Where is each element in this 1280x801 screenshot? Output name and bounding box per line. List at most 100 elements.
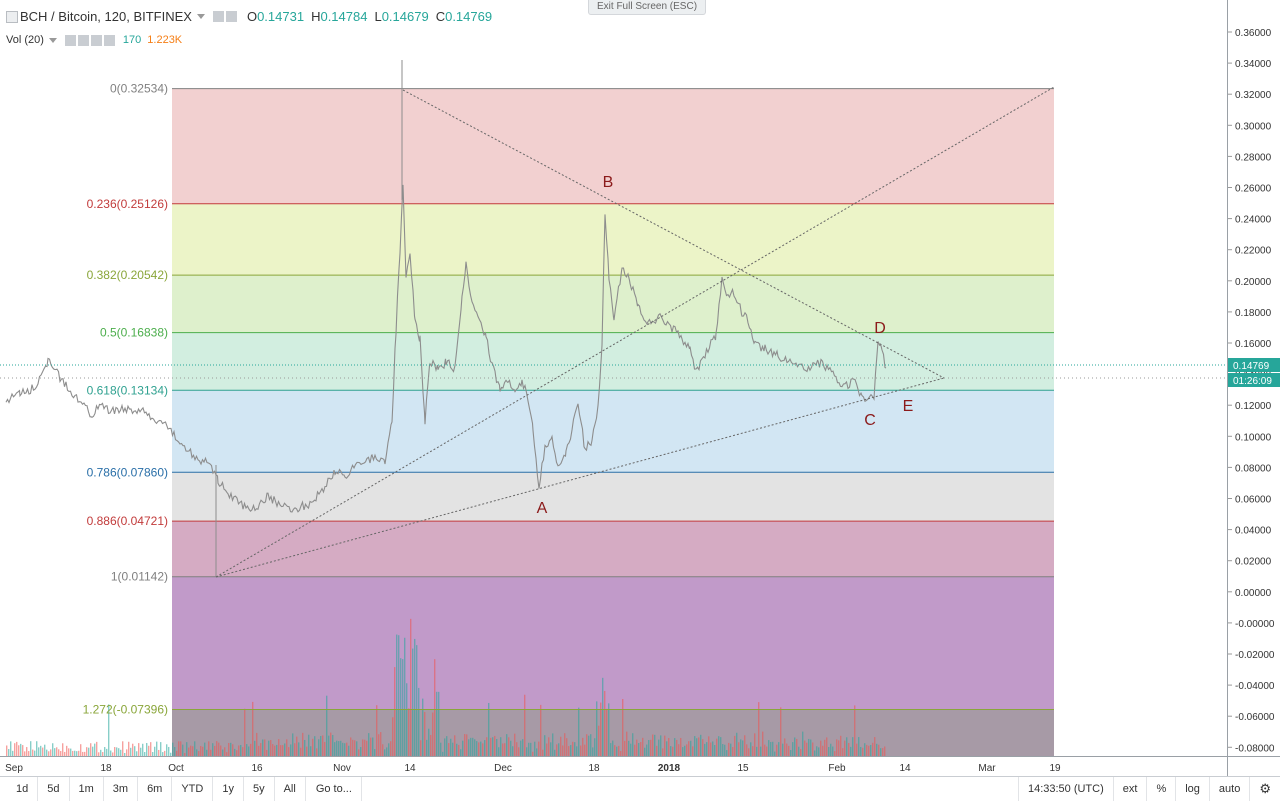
price-tick-label: 0.18000 [1235,308,1272,319]
wave-label-a[interactable]: A [537,500,548,517]
price-tick-label: 0.06000 [1235,495,1272,506]
price-tick-label: -0.08000 [1235,743,1275,754]
price-tick-label: 0.28000 [1235,152,1272,163]
price-tick-label: 0.24000 [1235,215,1272,226]
log-toggle[interactable]: log [1175,777,1209,801]
chevron-down-icon[interactable] [48,37,57,43]
time-tick-label: 14 [899,763,911,774]
time-tick-label: 2018 [658,763,681,774]
trend-line-lower[interactable] [215,377,945,578]
time-tick-label: 18 [588,763,600,774]
price-tick-label: 0.22000 [1235,246,1272,257]
symbol-legend: BCH / Bitcoin, 120, BITFINEX O0.14731 H0… [6,9,499,24]
price-tick-label: 0.30000 [1235,121,1272,132]
ohlc-close: C0.14769 [435,9,493,24]
price-tick-label: 0.20000 [1235,277,1272,288]
range-1m-button[interactable]: 1m [70,777,104,801]
wave-label-c[interactable]: C [864,412,876,429]
time-tick-label: Mar [978,763,996,774]
auto-toggle[interactable]: auto [1208,777,1249,801]
time-tick-label: Nov [333,763,351,774]
range-1d-button[interactable]: 1d [0,777,39,801]
chevron-down-icon[interactable] [196,14,205,19]
price-tick-label: 0.04000 [1235,526,1272,537]
add-icon[interactable] [90,34,102,46]
price-tick-label: 0.10000 [1235,432,1272,443]
symbol-title[interactable]: BCH / Bitcoin, 120, BITFINEX [20,9,192,24]
ohlc-open: O0.14731 [246,9,305,24]
toggle-square-icon[interactable] [6,10,18,23]
volume-ma-value: 1.223K [147,34,183,46]
fib-label-0.618: 0.618(0.13134) [87,383,168,397]
price-tick-label: 0.00000 [1235,588,1272,599]
ohlc-high: H0.14784 [311,9,368,24]
price-tick-label: 0.36000 [1235,28,1272,39]
time-tick-label: 19 [1049,763,1061,774]
fib-label-0.5: 0.5(0.16838) [100,326,168,340]
fib-zone-0.5 [172,332,1054,391]
fib-label-0: 0(0.32534) [110,82,168,96]
fib-zone-0.618 [172,390,1054,473]
fib-zone-0.786 [172,472,1054,522]
goto-date-button[interactable]: Go to... [306,777,362,801]
fib-label-0.236: 0.236(0.25126) [87,197,168,211]
settings-icon[interactable] [225,11,237,22]
ext-toggle[interactable]: ext [1112,777,1147,801]
price-tick-label: -0.04000 [1235,681,1275,692]
fib-label-1: 1(0.01142) [111,570,168,584]
price-tick-label: -0.00000 [1235,619,1275,630]
chart-canvas[interactable]: 0(0.32534) 0.236(0.25126) 0.382(0.20542) 0.… [0,0,1227,756]
price-tick-label: 0.16000 [1235,339,1272,350]
percent-toggle[interactable]: % [1146,777,1175,801]
price-tick-label: 0.12000 [1235,401,1272,412]
fib-zone-1 [172,576,1054,710]
fib-zone-0.886 [172,521,1054,577]
bar-countdown-label: 01:26:09 [1233,376,1272,387]
price-chart-pane[interactable]: 0(0.32534) 0.236(0.25126) 0.382(0.20542) 0.… [0,0,1227,756]
range-6m-button[interactable]: 6m [138,777,173,801]
utc-clock[interactable]: 14:33:50 (UTC) [1017,777,1113,801]
volume-label[interactable]: Vol (20) [6,34,44,46]
settings-icon[interactable] [77,34,89,46]
time-axis[interactable]: Sep 18 Oct 16 Nov 14 Dec 18 2018 15 Feb 14 Mar 19 [0,756,1227,777]
range-all-button[interactable]: All [275,777,306,801]
exit-fullscreen-button[interactable]: Exit Full Screen (ESC) [588,0,707,15]
time-tick-label: Feb [828,763,846,774]
time-tick-label: 16 [251,763,263,774]
range-5d-button[interactable]: 5d [38,777,70,801]
wave-label-e[interactable]: E [903,398,914,415]
time-tick-label: Dec [494,763,512,774]
price-axis-canvas[interactable]: 0.36000 0.34000 0.32000 0.30000 0.28000 0.260… [1228,0,1280,756]
eye-icon[interactable] [212,11,224,22]
price-tick-label: 0.08000 [1235,463,1272,474]
time-axis-canvas[interactable]: Sep 18 Oct 16 Nov 14 Dec 18 2018 15 Feb 14 Mar 19 [0,757,1227,777]
range-ytd-button[interactable]: YTD [172,777,214,801]
price-series-line [5,184,887,513]
range-5y-button[interactable]: 5y [244,777,275,801]
close-icon[interactable] [103,34,115,46]
volume-bars [6,618,886,756]
time-tick-label: Oct [168,763,184,774]
volume-legend: Vol (20) 170 1.223K [6,34,182,46]
wave-label-b[interactable]: B [603,174,614,191]
price-tick-label: -0.06000 [1235,712,1275,723]
fib-zone-0.236 [172,203,1054,276]
fib-trend-line[interactable] [215,86,1055,578]
range-1y-button[interactable]: 1y [213,777,244,801]
price-tick-label: 0.32000 [1235,90,1272,101]
price-tick-label: 0.34000 [1235,59,1272,70]
bottom-toolbar: 1d 5d 1m 3m 6m YTD 1y 5y All Go to... 14… [0,776,1280,801]
time-tick-label: 18 [100,763,112,774]
price-axis[interactable]: 0.36000 0.34000 0.32000 0.30000 0.28000 0.260… [1227,0,1280,756]
gear-icon[interactable]: ⚙ [1249,777,1280,801]
eye-icon[interactable] [64,34,76,46]
time-tick-label: Sep [5,763,23,774]
fib-zone-0 [172,88,1054,204]
range-3m-button[interactable]: 3m [104,777,139,801]
price-tick-label: 0.02000 [1235,557,1272,568]
fib-label-0.382: 0.382(0.20542) [87,268,168,282]
price-tick-label: -0.02000 [1235,650,1275,661]
fib-label-0.886: 0.886(0.04721) [87,514,168,528]
ohlc-low: L0.14679 [374,9,429,24]
wave-label-d[interactable]: D [874,320,886,337]
